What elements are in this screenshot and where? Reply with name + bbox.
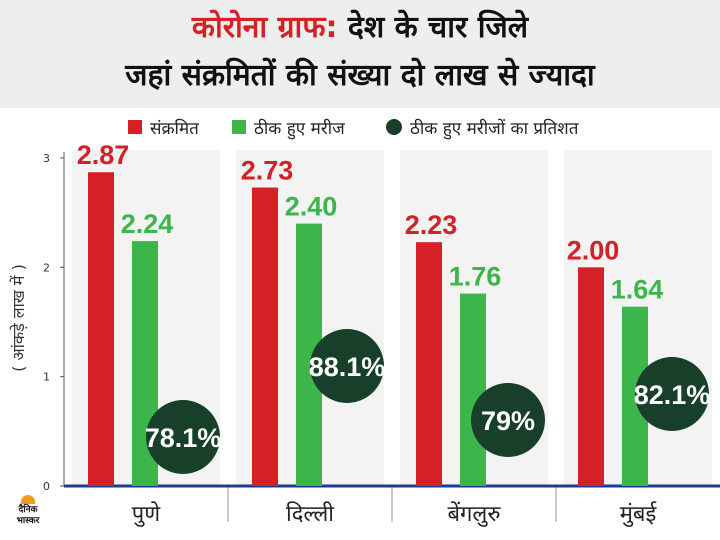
chart-title-accent: कोरोना ग्राफ: xyxy=(191,10,338,45)
infected-bar xyxy=(578,267,604,486)
y-axis-label: ( आंकड़े लाख में ) xyxy=(9,264,28,372)
infected-value-label: 2.73 xyxy=(241,156,294,186)
recovery-rate-circle xyxy=(635,357,709,431)
recovery-rate-label: 88.1% xyxy=(309,352,386,382)
bar-chart: 0 1 2 3 ( आंकड़े लाख में ) 2.87 2.73 2.23 2.00 2.… xyxy=(9,144,720,527)
infected-bar xyxy=(252,187,278,486)
recovered-value-label: 1.64 xyxy=(611,275,664,305)
legend-label-infected: संक्रमित xyxy=(150,118,199,139)
recovered-value-label: 2.24 xyxy=(121,209,174,239)
x-category-label: पुणे xyxy=(132,501,161,527)
chart-header: कोरोना ग्राफ: देश के चार जिले जहां संक्र… xyxy=(0,0,720,108)
infected-bar xyxy=(416,242,442,486)
y-tick-label: 3 xyxy=(43,152,50,165)
legend-swatch-recovery-rate xyxy=(386,119,402,135)
y-tick-label: 2 xyxy=(43,261,50,274)
recovery-rate-circle xyxy=(146,400,220,474)
dainik-bhaskar-logo: दैनिक भास्कर xyxy=(8,493,48,533)
legend-item-infected: संक्रमित xyxy=(128,116,199,139)
recovered-value-label: 2.40 xyxy=(285,192,338,222)
chart-title-rest: देश के चार जिले xyxy=(337,10,529,45)
infected-value-label: 2.00 xyxy=(567,235,620,265)
logo-text: दैनिक भास्कर xyxy=(8,505,48,527)
legend-label-recovered: ठीक हुए मरीज xyxy=(254,118,345,139)
legend-swatch-infected xyxy=(128,120,142,134)
infected-value-label: 2.87 xyxy=(77,144,130,170)
legend-item-recovery-rate: ठीक हुए मरीजों का प्रतिशत xyxy=(386,116,579,139)
recovery-rate-label: 82.1% xyxy=(634,380,711,410)
recovered-bar xyxy=(460,293,486,486)
recovery-rate-circle xyxy=(471,383,545,457)
x-category-label: बेंगलुरु xyxy=(447,501,501,527)
infected-value-label: 2.23 xyxy=(405,210,458,240)
infected-bar xyxy=(88,172,114,487)
logo-line-2: भास्कर xyxy=(16,516,40,526)
y-tick-label: 0 xyxy=(43,480,50,493)
recovered-value-label: 1.76 xyxy=(449,262,502,292)
logo-line-1: दैनिक xyxy=(18,505,38,515)
legend-swatch-recovered xyxy=(232,120,246,134)
logo-sun-icon xyxy=(21,495,35,504)
legend-label-recovery-rate: ठीक हुए मरीजों का प्रतिशत xyxy=(410,118,579,139)
recovery-rate-label: 79% xyxy=(481,406,535,436)
x-category-label: दिल्ली xyxy=(286,501,334,527)
chart-legend: संक्रमित ठीक हुए मरीज ठीक हुए मरीजों का … xyxy=(0,112,720,142)
chart-title-line-1: कोरोना ग्राफ: देश के चार जिले xyxy=(0,6,720,50)
chart-title-line-2: जहां संक्रमितों की संख्या दो लाख से ज्या… xyxy=(125,58,595,93)
y-tick-label: 1 xyxy=(43,371,50,384)
recovery-rate-label: 78.1% xyxy=(145,423,222,453)
legend-item-recovered: ठीक हुए मरीज xyxy=(232,116,345,139)
x-category-label: मुंबई xyxy=(620,501,658,527)
recovery-rate-circle xyxy=(310,329,384,403)
